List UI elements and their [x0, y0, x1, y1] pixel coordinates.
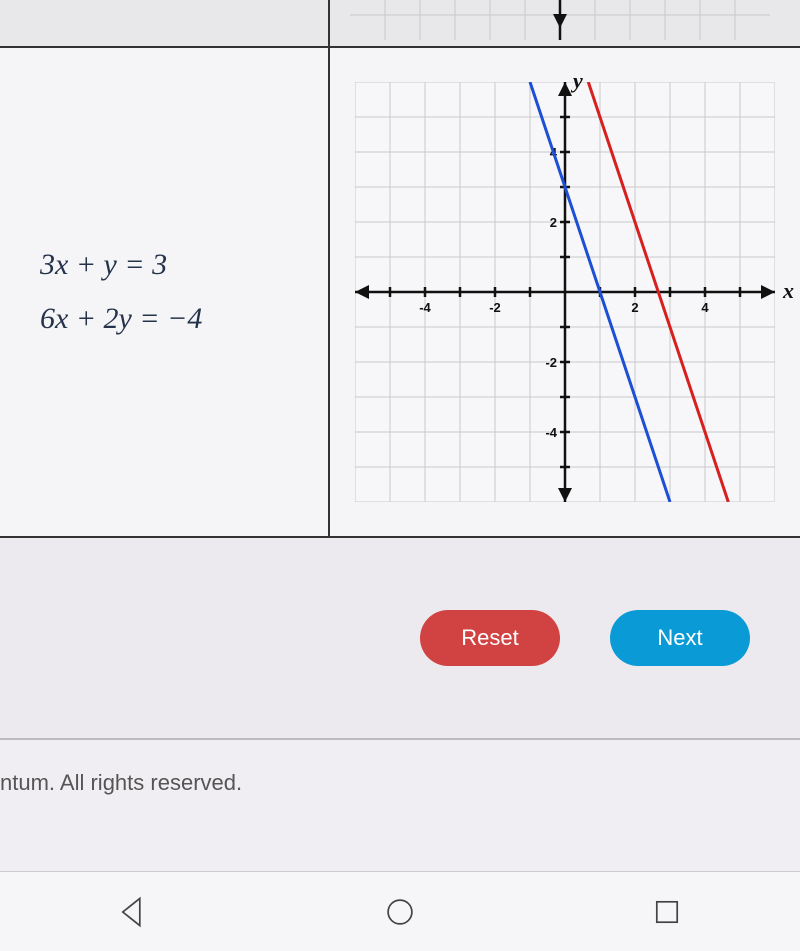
copyright-footer: ntum. All rights reserved. — [0, 738, 800, 888]
svg-text:-2: -2 — [545, 355, 557, 370]
y-axis-label: y — [573, 68, 583, 94]
android-nav-bar — [0, 871, 800, 951]
next-button[interactable]: Next — [610, 610, 750, 666]
equation-2: 6x + 2y = −4 — [40, 302, 328, 336]
recent-icon[interactable] — [650, 895, 684, 929]
reset-button[interactable]: Reset — [420, 610, 560, 666]
svg-text:-4: -4 — [545, 425, 557, 440]
copyright-text: ntum. All rights reserved. — [0, 770, 242, 795]
problem-row: 3x + y = 3 6x + 2y = −4 -4-224-4-224 y x — [0, 48, 800, 538]
home-icon[interactable] — [383, 895, 417, 929]
action-buttons: Reset Next — [0, 538, 800, 738]
svg-text:2: 2 — [631, 300, 638, 315]
svg-text:-2: -2 — [489, 300, 501, 315]
equation-1: 3x + y = 3 — [40, 248, 328, 282]
svg-text:2: 2 — [550, 215, 557, 230]
back-icon[interactable] — [116, 895, 150, 929]
svg-text:-4: -4 — [419, 300, 431, 315]
graph-cell: -4-224-4-224 y x — [330, 48, 800, 536]
equations-cell: 3x + y = 3 6x + 2y = −4 — [0, 48, 330, 536]
svg-text:4: 4 — [701, 300, 709, 315]
prev-row-stub — [0, 0, 800, 48]
coordinate-graph[interactable]: -4-224-4-224 — [355, 82, 775, 502]
x-axis-label: x — [783, 278, 794, 304]
